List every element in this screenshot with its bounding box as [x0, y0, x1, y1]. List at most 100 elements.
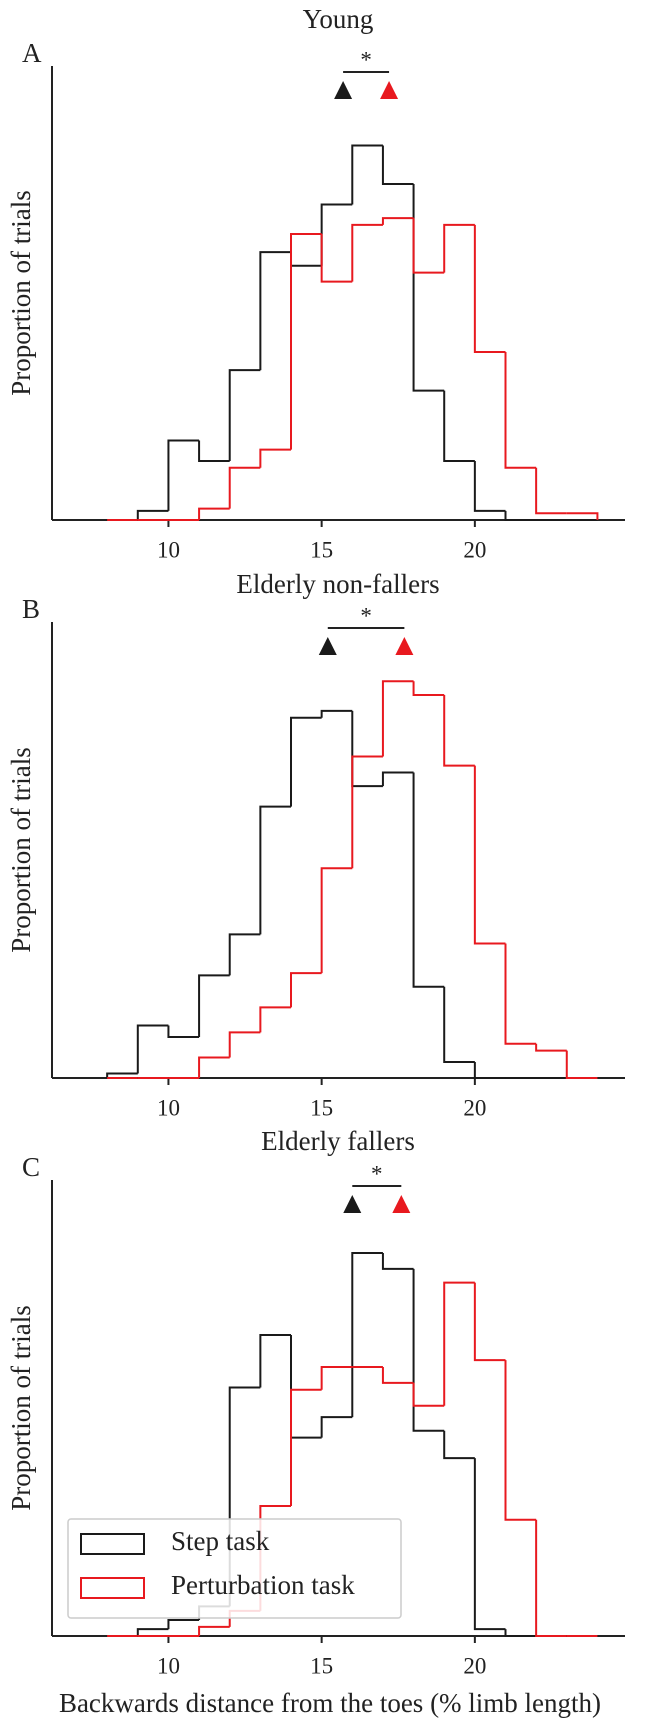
histogram-step: [443, 223, 475, 273]
histogram-step: [320, 1365, 353, 1390]
histogram-step: [290, 252, 322, 267]
histogram-step: [504, 1629, 537, 1637]
histogram-step: [473, 1062, 506, 1079]
histogram-step: [259, 251, 292, 371]
histogram-step: [198, 974, 230, 1037]
histogram-step: [473, 765, 506, 945]
panel-label: B: [22, 594, 40, 624]
histogram-step: [198, 507, 230, 520]
y-axis-label: Proportion of trials: [6, 190, 36, 395]
histogram-step: [504, 943, 537, 1045]
histogram-step: [167, 1619, 200, 1630]
x-tick-label: 20: [463, 537, 486, 562]
histogram-step: [167, 439, 200, 511]
histogram-step: [443, 986, 475, 1064]
histogram-step: [473, 460, 506, 512]
histogram-step: [381, 1252, 414, 1270]
x-tick-label: 15: [310, 1653, 333, 1678]
histogram-step: [320, 867, 353, 974]
histogram-step: [351, 755, 383, 869]
legend-label: Step task: [171, 1526, 270, 1556]
histogram-step: [381, 680, 414, 757]
x-axis-label: Backwards distance from the toes (% limb…: [59, 1688, 601, 1718]
histogram-step: [106, 1072, 138, 1078]
histogram-step: [198, 440, 230, 462]
panel-label: A: [22, 38, 42, 68]
legend-swatch: [80, 1533, 145, 1555]
histogram-step: [320, 709, 353, 718]
histogram-step: [473, 1458, 506, 1631]
histogram-step: [535, 467, 567, 515]
histogram-step: [290, 972, 322, 1008]
histogram-step: [136, 1024, 169, 1074]
significance-mark: *: [360, 603, 372, 628]
histogram-step: [136, 1628, 169, 1636]
histogram-step: [320, 233, 353, 283]
histogram-step: [228, 369, 261, 461]
histogram-step: [381, 145, 414, 186]
histogram-step: [473, 224, 506, 354]
histogram-step: [198, 1625, 230, 1636]
histogram-step: [504, 1360, 537, 1521]
mean-marker: [318, 637, 337, 655]
mean-marker: [380, 81, 399, 99]
y-axis-label: Proportion of trials: [6, 1305, 36, 1510]
histogram-step: [473, 1282, 506, 1362]
histogram-step: [504, 352, 537, 469]
mean-marker: [395, 637, 414, 655]
histogram-step: [320, 203, 353, 266]
histogram-step: [412, 772, 445, 988]
histogram-step: [412, 184, 445, 392]
x-tick-label: 20: [463, 1653, 486, 1678]
histogram-step: [535, 1519, 567, 1637]
histogram-step: [290, 1335, 322, 1439]
histogram-step: [566, 512, 599, 520]
histogram-step: [443, 694, 475, 767]
mean-marker: [334, 81, 353, 99]
histogram-step: [228, 1031, 261, 1058]
histogram-step: [259, 805, 292, 935]
legend-box: [67, 1518, 402, 1619]
histogram-step: [351, 223, 383, 282]
legend-label: Perturbation task: [171, 1570, 355, 1600]
histogram-step: [167, 1025, 200, 1038]
histogram-step: [535, 1043, 567, 1052]
histogram-step: [381, 1366, 414, 1384]
histogram-step: [504, 510, 537, 521]
significance-mark: *: [371, 1161, 383, 1186]
mean-marker: [392, 1195, 411, 1213]
y-axis-label: Proportion of trials: [6, 747, 36, 952]
histogram-step: [443, 390, 475, 462]
histogram-step: [351, 144, 383, 205]
histogram-step: [351, 710, 383, 788]
mean-marker: [343, 1195, 362, 1213]
histogram-step: [259, 1334, 292, 1388]
x-tick-label: 10: [157, 537, 180, 562]
histogram-step: [381, 771, 414, 787]
histogram-step: [290, 232, 322, 450]
histogram-step: [136, 509, 169, 520]
x-tick-label: 15: [310, 1095, 333, 1120]
x-tick-label: 10: [157, 1095, 180, 1120]
panel-title: Elderly non-fallers: [236, 569, 439, 599]
histogram-step: [381, 217, 414, 225]
panel-title: Elderly fallers: [261, 1126, 415, 1156]
histogram-step: [320, 1416, 353, 1438]
legend-swatch: [80, 1577, 145, 1599]
histogram-step: [351, 1251, 383, 1418]
histogram-step: [565, 1050, 598, 1079]
panel-title: Young: [303, 4, 374, 34]
histogram-step: [412, 1382, 445, 1407]
histogram-step: [259, 1006, 292, 1033]
histogram-step: [228, 466, 261, 509]
panel-label: C: [22, 1152, 40, 1182]
histogram-step: [290, 716, 322, 807]
histogram-step: [412, 1268, 445, 1432]
x-tick-label: 20: [463, 1095, 486, 1120]
histogram-step: [412, 218, 445, 274]
histogram-step: [259, 448, 292, 468]
histogram-step: [228, 933, 261, 976]
x-tick-label: 10: [157, 1653, 180, 1678]
significance-mark: *: [360, 47, 372, 72]
